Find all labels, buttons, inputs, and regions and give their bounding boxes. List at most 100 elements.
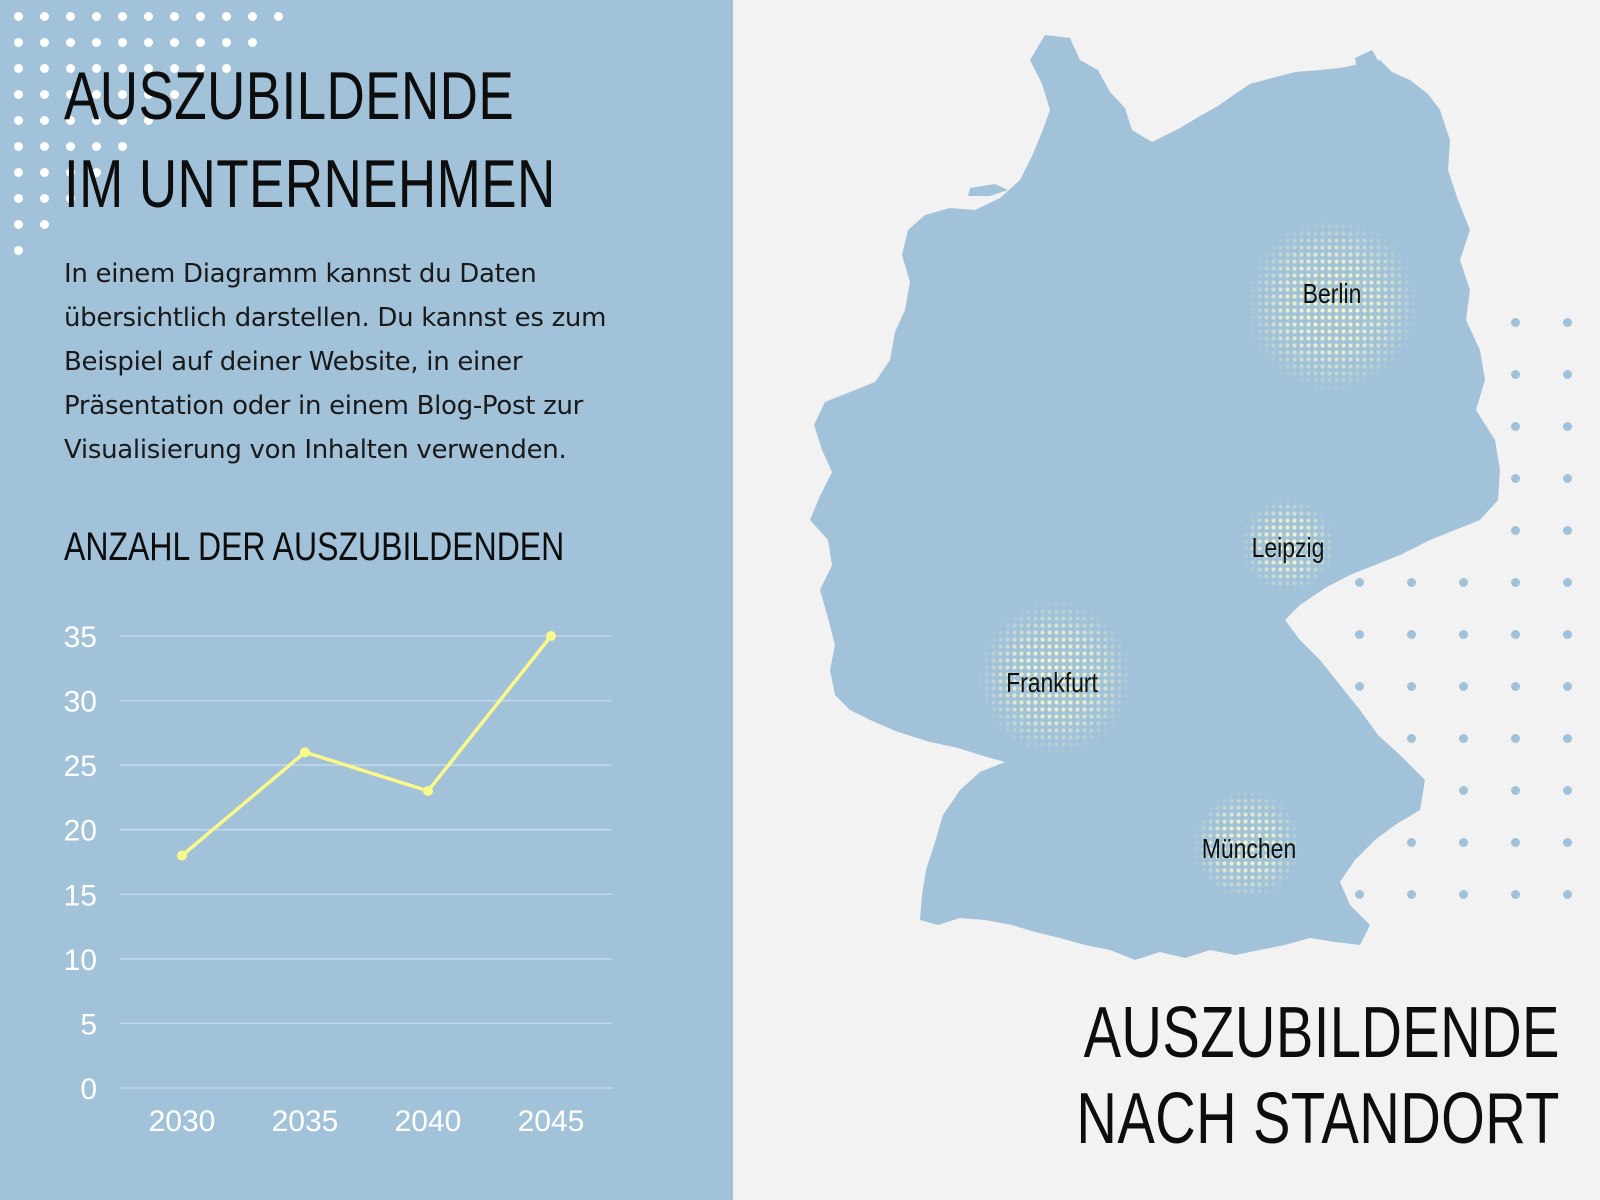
x-tick-label: 2035 — [272, 1105, 339, 1138]
decorative-dot — [92, 142, 101, 151]
decorative-dot — [118, 38, 127, 47]
decorative-dot — [1563, 474, 1572, 483]
decorative-dot — [1459, 890, 1468, 899]
frankfurt-halftone — [977, 599, 1133, 755]
decorative-dot — [92, 64, 101, 73]
decorative-dot — [1511, 838, 1520, 847]
decorative-dot — [1407, 630, 1416, 639]
decorative-dot — [40, 116, 49, 125]
decorative-dot — [14, 12, 23, 21]
city-label-berlin: Berlin — [1302, 278, 1362, 309]
intro-paragraph: In einem Diagramm kannst du Daten übersi… — [64, 259, 607, 465]
decorative-dot — [1407, 838, 1416, 847]
x-tick-label: 2045 — [518, 1105, 585, 1138]
decorative-dot — [170, 38, 179, 47]
decorative-dot — [118, 116, 127, 125]
decorative-dot — [1563, 422, 1572, 431]
map-title-line-1: AUSZUBILDENDE — [1083, 993, 1560, 1073]
decorative-dot — [1511, 734, 1520, 743]
decorative-dot — [40, 64, 49, 73]
decorative-dot — [1511, 578, 1520, 587]
decorative-dot — [1407, 890, 1416, 899]
decorative-dot — [1407, 734, 1416, 743]
decorative-dot — [14, 116, 23, 125]
island-rugen — [1355, 50, 1380, 80]
island-north — [968, 184, 1008, 196]
decorative-dot — [1511, 422, 1520, 431]
decorative-dot — [222, 38, 231, 47]
decorative-dot — [1459, 734, 1468, 743]
decorative-dot — [14, 38, 23, 47]
map-title-line-2: NACH STANDORT — [1076, 1079, 1560, 1159]
decorative-dot — [40, 12, 49, 21]
decorative-dot — [1355, 578, 1364, 587]
decorative-dot — [14, 168, 23, 177]
decorative-dot — [40, 90, 49, 99]
germany-map — [810, 35, 1500, 960]
data-point — [546, 631, 556, 641]
data-point — [177, 850, 187, 861]
decorative-dot — [1563, 578, 1572, 587]
y-tick-label: 30 — [64, 686, 97, 719]
decorative-dot — [92, 38, 101, 47]
decorative-dot — [248, 12, 257, 21]
decorative-dot — [196, 38, 205, 47]
berlin-halftone — [1244, 217, 1420, 393]
city-label-leipzig: Leipzig — [1251, 532, 1325, 563]
decorative-dot — [66, 116, 75, 125]
decorative-dot — [1563, 630, 1572, 639]
y-tick-label: 35 — [64, 621, 97, 654]
decorative-dot — [1563, 734, 1572, 743]
decorative-dot — [14, 194, 23, 203]
page-title-line-2: IM UNTERNEHMEN — [64, 146, 556, 222]
data-point — [300, 747, 310, 758]
city-label-muenchen: München — [1201, 833, 1297, 864]
decorative-dot — [1511, 526, 1520, 535]
line-chart: 0 5 10 15 20 25 30 35 2030 2035 2040 2045 — [64, 621, 612, 1138]
decorative-dot — [170, 90, 179, 99]
decorative-dot — [1563, 370, 1572, 379]
muenchen-halftone — [1192, 790, 1302, 900]
germany-shape — [810, 35, 1500, 960]
decorative-dot — [1511, 474, 1520, 483]
decorative-dot — [66, 194, 75, 203]
decorative-dot — [14, 220, 23, 229]
decorative-dot — [1563, 682, 1572, 691]
x-tick-label: 2040 — [395, 1105, 462, 1138]
decorative-dot — [66, 168, 75, 177]
chart-title: ANZAHL DER AUSZUBILDENDEN — [64, 525, 565, 569]
decorative-dot — [14, 246, 23, 255]
decorative-dot — [274, 12, 283, 21]
decorative-dot — [1459, 838, 1468, 847]
decorative-dot — [66, 142, 75, 151]
decorative-dot — [66, 38, 75, 47]
y-tick-label: 10 — [64, 944, 97, 977]
data-point — [423, 785, 433, 796]
decorative-dot — [40, 142, 49, 151]
decorative-dot — [222, 64, 231, 73]
page-title-line-1: AUSZUBILDENDE — [64, 58, 515, 134]
decorative-dot — [1511, 370, 1520, 379]
y-tick-label: 25 — [64, 750, 97, 783]
decorative-dot — [92, 90, 101, 99]
decorative-dot — [248, 38, 257, 47]
decorative-dot — [222, 12, 231, 21]
decorative-dot — [1511, 318, 1520, 327]
decorative-dot — [1355, 890, 1364, 899]
decorative-dot — [92, 116, 101, 125]
decorative-dot — [1563, 526, 1572, 535]
series-line — [180, 634, 553, 857]
decorative-dot — [92, 12, 101, 21]
decorative-dot — [196, 12, 205, 21]
x-tick-label: 2030 — [149, 1105, 216, 1138]
left-panel: AUSZUBILDENDE IM UNTERNEHMEN In einem Di… — [0, 0, 733, 1200]
decorative-dot — [144, 90, 153, 99]
decorative-dot — [40, 38, 49, 47]
decorative-dot — [92, 168, 101, 177]
decorative-dot — [1355, 630, 1364, 639]
decorative-dot — [40, 220, 49, 229]
decorative-dot — [1511, 786, 1520, 795]
decorative-dot — [1459, 578, 1468, 587]
decorative-dot — [118, 64, 127, 73]
decorative-dot — [118, 90, 127, 99]
